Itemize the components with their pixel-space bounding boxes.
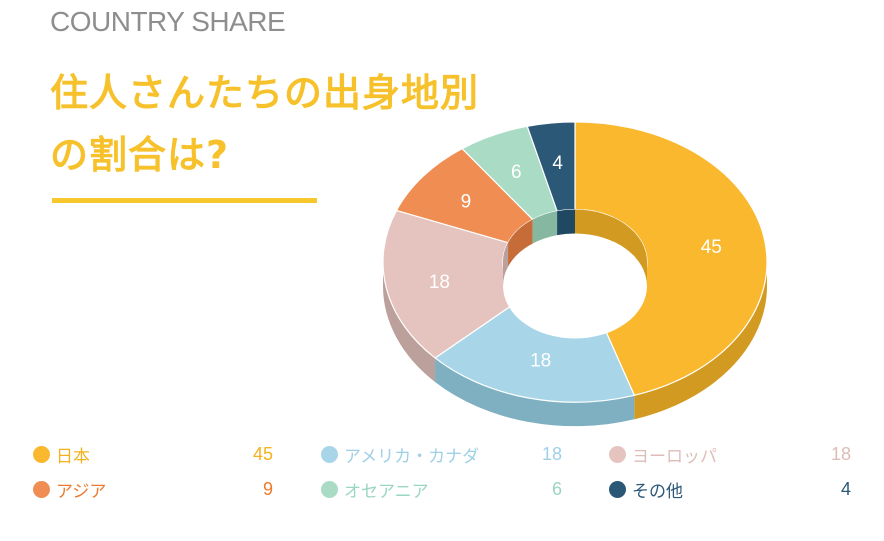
legend-value: 6 bbox=[551, 479, 562, 499]
donut-slice-side bbox=[383, 262, 436, 382]
legend-value: 4 bbox=[840, 479, 851, 499]
title-underline bbox=[52, 198, 317, 203]
slice-value-label: 45 bbox=[701, 237, 722, 258]
donut-labels: 45 18 18 9 6 4 bbox=[429, 153, 722, 372]
donut-hole-wall bbox=[532, 211, 558, 244]
legend-item-asia: アジア 9 bbox=[33, 479, 273, 502]
legend-value: 9 bbox=[262, 479, 273, 499]
donut-hole-wall bbox=[575, 209, 647, 286]
legend-value: 45 bbox=[252, 444, 273, 464]
legend-item-japan: 日本 45 bbox=[33, 444, 273, 467]
slice-value-label: 9 bbox=[461, 191, 472, 212]
donut-slice-side bbox=[435, 357, 635, 427]
title-line-1: 住人さんたちの出身地別 bbox=[50, 71, 480, 115]
donut-hole-wall bbox=[503, 242, 509, 286]
legend-item-europe: ヨーロッパ 18 bbox=[609, 444, 851, 467]
legend-label: オセアニア bbox=[344, 481, 429, 502]
legend-label: アメリカ・カナダ bbox=[344, 446, 480, 467]
legend-swatch bbox=[321, 445, 338, 463]
legend-label: 日本 bbox=[56, 446, 90, 467]
legend-swatch bbox=[609, 445, 626, 463]
legend-value: 18 bbox=[830, 444, 851, 464]
legend-item-other: その他 4 bbox=[609, 479, 851, 502]
donut-hole-wall bbox=[508, 219, 533, 267]
legend-label: アジア bbox=[56, 481, 107, 502]
legend-item-oceania: オセアニア 6 bbox=[321, 479, 562, 502]
legend-swatch bbox=[33, 480, 50, 498]
title-line-2: の割合は? bbox=[50, 133, 230, 177]
slice-value-label: 4 bbox=[552, 153, 563, 174]
section-eyebrow: COUNTRY SHARE bbox=[50, 6, 286, 37]
legend-swatch bbox=[609, 480, 626, 498]
chart-title: 住人さんたちの出身地別 の割合は? bbox=[50, 62, 510, 186]
slice-value-label: 18 bbox=[530, 351, 551, 372]
legend-swatch bbox=[33, 445, 50, 463]
legend-item-america-canada: アメリカ・カナダ 18 bbox=[321, 444, 562, 467]
donut-hole-wall bbox=[557, 209, 575, 236]
donut-slice-side bbox=[634, 262, 767, 420]
slice-value-label: 18 bbox=[429, 272, 450, 293]
slice-value-label: 6 bbox=[511, 162, 522, 183]
donut-top-faces bbox=[382, 121, 768, 403]
legend-value: 18 bbox=[541, 444, 562, 464]
legend-swatch bbox=[321, 480, 338, 498]
donut-hole-floor bbox=[503, 233, 647, 339]
legend-label: ヨーロッパ bbox=[632, 446, 717, 467]
donut-side-walls bbox=[383, 262, 767, 427]
legend-label: その他 bbox=[632, 481, 683, 502]
